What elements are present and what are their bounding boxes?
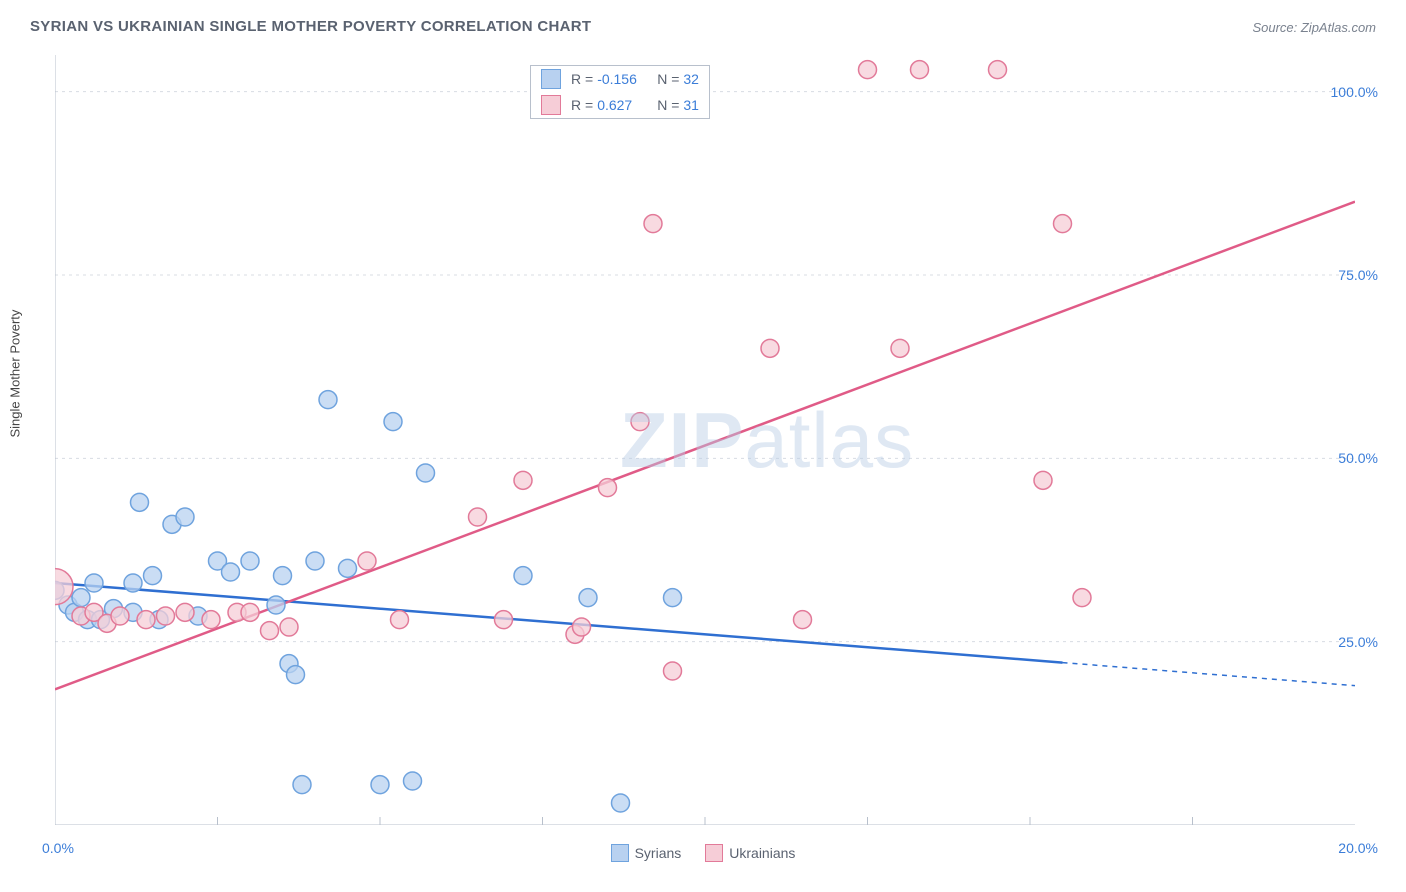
stat-n-value: 32 [683, 71, 699, 87]
stat-r-value: -0.156 [597, 71, 647, 87]
stat-n-label: N = [657, 97, 679, 113]
stat-n-value: 31 [683, 97, 699, 113]
legend-swatch [705, 844, 723, 862]
stat-r-label: R = [571, 71, 593, 87]
y-tick-label: 25.0% [1338, 634, 1378, 650]
stat-swatch [541, 95, 561, 115]
legend-swatch [611, 844, 629, 862]
stat-row: R =0.627 N =31 [531, 92, 709, 118]
y-tick-label: 75.0% [1338, 267, 1378, 283]
legend-label: Ukrainians [729, 845, 795, 861]
stat-n-label: N = [657, 71, 679, 87]
x-tick-label: 0.0% [42, 840, 74, 856]
source-credit: Source: ZipAtlas.com [1252, 20, 1376, 35]
chart-title: SYRIAN VS UKRAINIAN SINGLE MOTHER POVERT… [30, 18, 591, 35]
legend-item: Ukrainians [705, 844, 795, 862]
stat-r-label: R = [571, 97, 593, 113]
stat-swatch [541, 69, 561, 89]
legend-label: Syrians [635, 845, 682, 861]
x-tick-label: 20.0% [1338, 840, 1378, 856]
stat-r-value: 0.627 [597, 97, 647, 113]
y-tick-label: 100.0% [1331, 84, 1378, 100]
scatter-chart [55, 55, 1355, 825]
legend-item: Syrians [611, 844, 682, 862]
y-axis-label: Single Mother Poverty [8, 310, 23, 438]
stat-row: R =-0.156 N =32 [531, 66, 709, 92]
legend: Syrians Ukrainians [0, 844, 1406, 865]
correlation-stats-box: R =-0.156 N =32 R =0.627 N =31 [530, 65, 710, 119]
y-tick-label: 50.0% [1338, 450, 1378, 466]
